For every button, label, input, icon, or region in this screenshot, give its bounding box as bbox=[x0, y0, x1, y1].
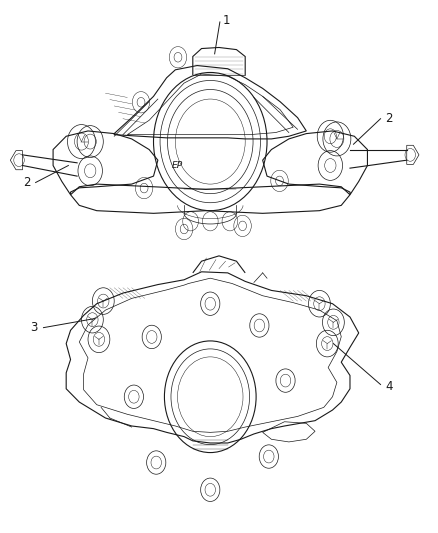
Text: 2: 2 bbox=[23, 176, 30, 189]
Text: 3: 3 bbox=[30, 321, 38, 334]
Text: EP: EP bbox=[172, 161, 183, 170]
Text: 4: 4 bbox=[386, 379, 393, 393]
Text: 1: 1 bbox=[223, 14, 230, 27]
Text: 2: 2 bbox=[385, 112, 392, 125]
